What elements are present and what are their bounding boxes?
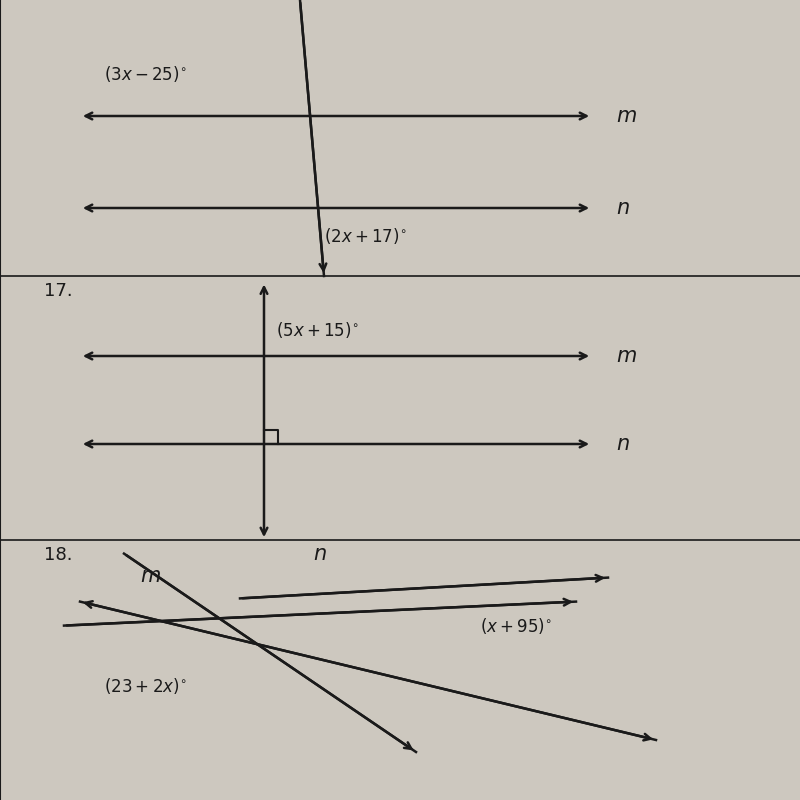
Text: 17.: 17. [44, 282, 73, 300]
Text: $(3x - 25)^{\circ}$: $(3x - 25)^{\circ}$ [104, 64, 186, 84]
Text: $n$: $n$ [616, 434, 630, 454]
Text: $m$: $m$ [616, 346, 637, 366]
Text: $n$: $n$ [616, 198, 630, 218]
Text: $(23 + 2x)^{\circ}$: $(23 + 2x)^{\circ}$ [104, 676, 186, 696]
Text: $n$: $n$ [313, 544, 327, 564]
Text: 18.: 18. [44, 546, 73, 563]
Text: $m$: $m$ [616, 106, 637, 126]
Text: $(5x + 15)^{\circ}$: $(5x + 15)^{\circ}$ [276, 320, 358, 340]
Text: $m$: $m$ [140, 566, 161, 586]
Text: $(x + 95)^{\circ}$: $(x + 95)^{\circ}$ [480, 616, 552, 636]
Text: $(2x + 17)^{\circ}$: $(2x + 17)^{\circ}$ [324, 226, 406, 246]
